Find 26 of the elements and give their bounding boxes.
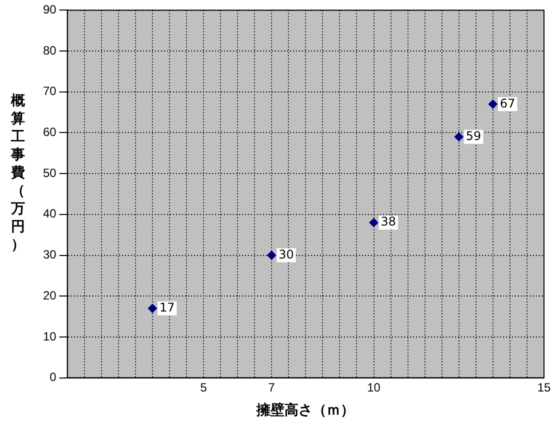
text: 概算工事費（万円） (11, 93, 25, 253)
x-tick-label: 10 (367, 380, 381, 394)
y-tick-label: 70 (42, 84, 57, 98)
point (454, 132, 464, 142)
y-tick-label: 20 (42, 288, 57, 302)
x-tick-label: 5 (200, 380, 208, 394)
data-label: 38 (380, 214, 396, 229)
data-label: 17 (159, 300, 175, 314)
x-tick-label: 15 (537, 380, 551, 394)
y-tick-label: 80 (42, 43, 57, 58)
y-tick-label: 60 (42, 125, 57, 140)
y-tick-label: 90 (42, 2, 57, 17)
x-tick-label: 7 (268, 380, 276, 394)
y-tick-label: 50 (42, 166, 57, 180)
y-tick-label: 0 (50, 370, 57, 384)
point (148, 304, 157, 313)
point (488, 100, 498, 109)
point (267, 250, 276, 260)
point (369, 218, 378, 228)
data-label: 59 (466, 128, 482, 143)
y-tick-label: 30 (42, 248, 57, 262)
y-tick-label: 40 (42, 206, 57, 221)
data-label: 30 (278, 247, 294, 262)
data-label: 67 (500, 96, 516, 110)
y-tick-label: 10 (42, 329, 57, 344)
x-axis-title: 擁壁高さ（ｍ） (256, 401, 355, 418)
